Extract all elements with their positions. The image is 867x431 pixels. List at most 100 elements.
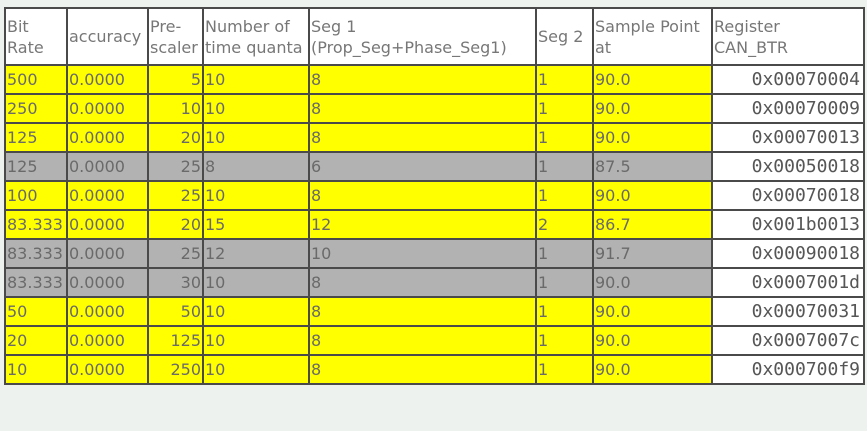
cell-sample-point: 91.7: [592, 238, 713, 269]
cell-seg2: 1: [535, 267, 594, 298]
table-row: 20 0.0000 125 10 8 1 90.0 0x0007007c: [4, 325, 865, 356]
cell-time-quanta: 10: [202, 93, 310, 124]
cell-time-quanta: 10: [202, 122, 310, 153]
cell-register: 0x00070009: [711, 93, 865, 124]
cell-sample-point: 87.5: [592, 151, 713, 182]
cell-time-quanta: 15: [202, 209, 310, 240]
cell-bit-rate: 100: [4, 180, 68, 211]
cell-accuracy: 0.0000: [66, 93, 149, 124]
cell-seg2: 1: [535, 151, 594, 182]
cell-seg2: 1: [535, 122, 594, 153]
table-row: 83.333 0.0000 20 15 12 2 86.7 0x001b0013: [4, 209, 865, 240]
header-seg1-line: Seg 1: [311, 16, 357, 36]
header-prescaler: Pre-scaler: [147, 7, 204, 66]
header-seg1: Seg 1 (Prop_Seg+Phase_Seg1): [308, 7, 537, 66]
cell-sample-point: 90.0: [592, 354, 713, 385]
header-accuracy: accuracy: [66, 7, 149, 66]
cell-seg1: 8: [308, 296, 537, 327]
cell-sample-point: 90.0: [592, 296, 713, 327]
cell-bit-rate: 20: [4, 325, 68, 356]
table-row: 100 0.0000 25 10 8 1 90.0 0x00070018: [4, 180, 865, 211]
header-register: Register CAN_BTR: [711, 7, 865, 66]
table-row: 83.333 0.0000 25 12 10 1 91.7 0x00090018: [4, 238, 865, 269]
header-bit-rate: Bit Rate: [4, 7, 68, 66]
cell-seg2: 1: [535, 180, 594, 211]
cell-seg1: 8: [308, 354, 537, 385]
cell-seg1: 8: [308, 267, 537, 298]
cell-seg1: 10: [308, 238, 537, 269]
header-row: Bit Rate accuracy Pre-scaler Number of time q…: [4, 7, 865, 66]
cell-seg2: 1: [535, 296, 594, 327]
table-body: 500 0.0000 5 10 8 1 90.0 0x00070004 250 0.0000 10 1…: [4, 64, 865, 385]
cell-register: 0x00070031: [711, 296, 865, 327]
cell-seg1: 8: [308, 180, 537, 211]
cell-time-quanta: 10: [202, 354, 310, 385]
cell-register: 0x000700f9: [711, 354, 865, 385]
cell-seg1: 8: [308, 93, 537, 124]
cell-time-quanta: 8: [202, 151, 310, 182]
table-row: 10 0.0000 250 10 8 1 90.0 0x000700f9: [4, 354, 865, 385]
header-sample-point: Sample Point at: [592, 7, 713, 66]
cell-bit-rate: 83.333: [4, 209, 68, 240]
cell-accuracy: 0.0000: [66, 64, 149, 95]
cell-accuracy: 0.0000: [66, 151, 149, 182]
cell-prescaler: 250: [147, 354, 204, 385]
header-prescaler-line: scaler: [150, 37, 198, 57]
cell-register: 0x00070004: [711, 64, 865, 95]
cell-bit-rate: 50: [4, 296, 68, 327]
cell-time-quanta: 10: [202, 180, 310, 211]
can-bit-timing-table-container: Bit Rate accuracy Pre-scaler Number of time q…: [4, 7, 865, 385]
header-seg1-line: (Prop_Seg+Phase_Seg1): [311, 37, 507, 57]
cell-seg1: 6: [308, 151, 537, 182]
cell-accuracy: 0.0000: [66, 354, 149, 385]
cell-prescaler: 10: [147, 93, 204, 124]
header-sample-point-line: Sample Point: [595, 16, 700, 36]
cell-sample-point: 90.0: [592, 64, 713, 95]
cell-accuracy: 0.0000: [66, 180, 149, 211]
cell-seg2: 2: [535, 209, 594, 240]
cell-accuracy: 0.0000: [66, 325, 149, 356]
cell-prescaler: 25: [147, 238, 204, 269]
cell-bit-rate: 500: [4, 64, 68, 95]
cell-bit-rate: 125: [4, 151, 68, 182]
cell-sample-point: 90.0: [592, 93, 713, 124]
header-accuracy-line: accuracy: [69, 27, 142, 46]
cell-seg1: 8: [308, 325, 537, 356]
header-prescaler-line: Pre-: [150, 16, 182, 36]
header-bit-rate-line: Bit: [7, 16, 29, 36]
header-time-quanta: Number of time quanta: [202, 7, 310, 66]
cell-prescaler: 50: [147, 296, 204, 327]
cell-prescaler: 25: [147, 180, 204, 211]
cell-accuracy: 0.0000: [66, 122, 149, 153]
cell-sample-point: 90.0: [592, 122, 713, 153]
table-row: 125 0.0000 25 8 6 1 87.5 0x00050018: [4, 151, 865, 182]
cell-time-quanta: 10: [202, 296, 310, 327]
table-row: 50 0.0000 50 10 8 1 90.0 0x00070031: [4, 296, 865, 327]
header-bit-rate-line: Rate: [7, 37, 44, 57]
cell-prescaler: 20: [147, 122, 204, 153]
table-row: 250 0.0000 10 10 8 1 90.0 0x00070009: [4, 93, 865, 124]
cell-accuracy: 0.0000: [66, 267, 149, 298]
table-row: 500 0.0000 5 10 8 1 90.0 0x00070004: [4, 64, 865, 95]
cell-register: 0x0007007c: [711, 325, 865, 356]
header-time-quanta-line: time quanta: [205, 37, 303, 57]
table-row: 83.333 0.0000 30 10 8 1 90.0 0x0007001d: [4, 267, 865, 298]
cell-register: 0x001b0013: [711, 209, 865, 240]
header-time-quanta-line: Number of: [205, 16, 290, 36]
header-seg2: Seg 2: [535, 7, 594, 66]
cell-register: 0x00070018: [711, 180, 865, 211]
cell-seg2: 1: [535, 238, 594, 269]
header-register-line: CAN_BTR: [714, 37, 788, 57]
cell-register: 0x00050018: [711, 151, 865, 182]
cell-prescaler: 25: [147, 151, 204, 182]
cell-seg2: 1: [535, 354, 594, 385]
cell-register: 0x0007001d: [711, 267, 865, 298]
cell-seg2: 1: [535, 64, 594, 95]
cell-time-quanta: 10: [202, 325, 310, 356]
table-header: Bit Rate accuracy Pre-scaler Number of time q…: [4, 7, 865, 66]
cell-accuracy: 0.0000: [66, 209, 149, 240]
cell-accuracy: 0.0000: [66, 238, 149, 269]
cell-seg1: 12: [308, 209, 537, 240]
header-seg2-line: Seg 2: [538, 27, 584, 46]
cell-prescaler: 30: [147, 267, 204, 298]
